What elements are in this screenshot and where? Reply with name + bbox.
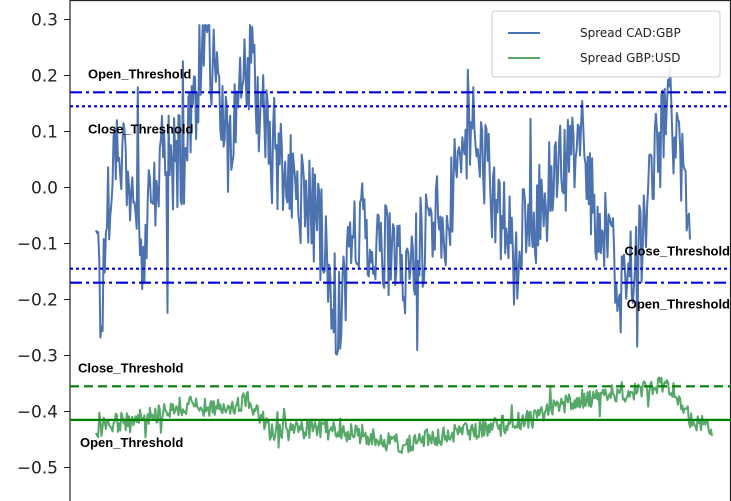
threshold-label: Open_Threshold xyxy=(627,297,730,312)
y-tick-label: −0.4 xyxy=(17,403,58,423)
y-tick-label: 0.0 xyxy=(31,179,58,199)
y-tick-label: −0.5 xyxy=(17,459,58,479)
y-tick-label: −0.1 xyxy=(17,235,58,255)
y-tick-label: 0.1 xyxy=(31,123,58,143)
threshold-label: Close_Threshold xyxy=(78,360,184,375)
legend: Spread CAD:GBP Spread GBP:USD xyxy=(492,11,720,77)
y-tick-label: 0.2 xyxy=(31,67,58,87)
legend-label: Spread GBP:USD xyxy=(580,51,681,65)
legend-label: Spread CAD:GBP xyxy=(580,26,681,40)
threshold-label: Close_Threshold xyxy=(88,121,194,136)
threshold-label: Open_Threshold xyxy=(80,435,183,450)
y-tick-label: −0.2 xyxy=(17,291,58,311)
y-tick-label: −0.3 xyxy=(17,347,58,367)
threshold-label: Open_Threshold xyxy=(88,66,191,81)
legend-box xyxy=(492,11,720,77)
threshold-label: Close_Threshold xyxy=(625,244,731,259)
y-tick-label: 0.3 xyxy=(31,11,58,31)
